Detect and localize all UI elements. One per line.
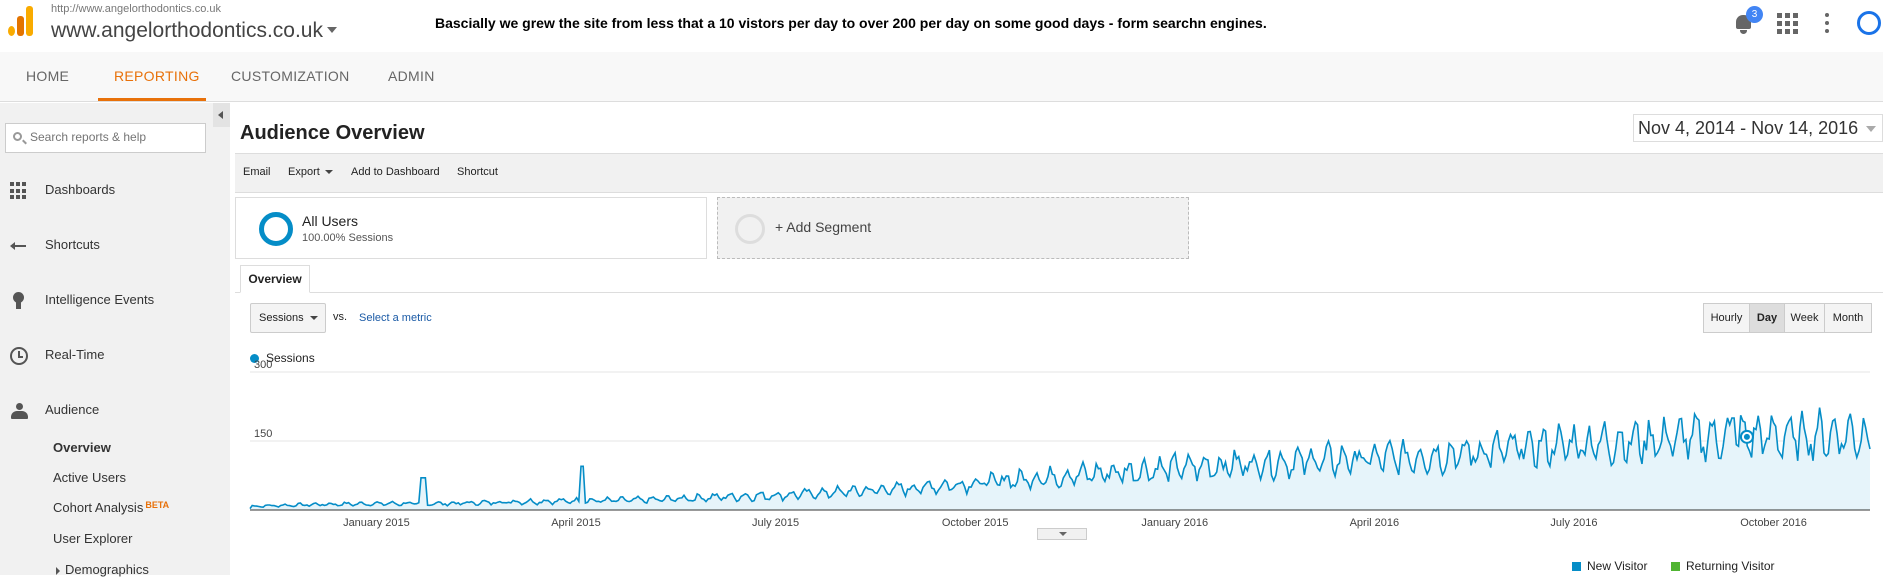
- page-title: Audience Overview: [240, 122, 425, 144]
- legend-returning-visitor: Returning Visitor: [1671, 559, 1775, 573]
- x-tick-label: July 2016: [1550, 517, 1597, 529]
- sessions-area: [250, 407, 1870, 510]
- intelligence-bulb-icon: [10, 292, 28, 310]
- search-icon: [13, 132, 22, 141]
- notification-badge: 3: [1746, 6, 1763, 23]
- segment-ring-icon: [259, 212, 293, 246]
- email-button[interactable]: Email: [243, 166, 271, 178]
- date-range-label: Nov 4, 2014 - Nov 14, 2016: [1638, 118, 1859, 138]
- legend-new-visitor: New Visitor: [1572, 559, 1647, 573]
- beta-badge: BETA: [145, 500, 170, 510]
- chevron-down-icon: [324, 170, 333, 175]
- legend-label: New Visitor: [1587, 559, 1648, 573]
- sidebar-item-intelligence-events[interactable]: Intelligence Events: [0, 280, 213, 320]
- select-metric-link[interactable]: Select a metric: [359, 312, 432, 324]
- sidebar-sub-active-users[interactable]: Active Users: [53, 470, 126, 485]
- top-header: http://www.angelorthodontics.co.uk www.a…: [0, 0, 1883, 48]
- tab-divider: [235, 292, 1883, 293]
- analytics-logo-icon[interactable]: [8, 6, 34, 36]
- sidebar-sub-user-explorer[interactable]: User Explorer: [53, 531, 133, 546]
- x-tick-label: April 2015: [551, 517, 601, 529]
- chevron-down-icon: [310, 316, 318, 320]
- date-range-picker[interactable]: Nov 4, 2014 - Nov 14, 2016: [1633, 114, 1883, 142]
- new-visitor-swatch: [1572, 562, 1581, 572]
- sidebar-sub-label: Demographics: [65, 562, 149, 577]
- search-input[interactable]: [30, 130, 200, 144]
- add-segment-button[interactable]: + Add Segment: [717, 197, 1189, 259]
- legend-label: Returning Visitor: [1686, 559, 1775, 573]
- y-tick-label: 150: [254, 428, 272, 440]
- clock-icon: [10, 347, 28, 365]
- segment-placeholder-icon: [735, 214, 765, 244]
- search-box[interactable]: [5, 123, 206, 153]
- highlight-point-core: [1743, 433, 1750, 440]
- returning-visitor-swatch: [1671, 562, 1680, 572]
- x-tick-label: July 2015: [752, 517, 799, 529]
- add-segment-label: + Add Segment: [775, 219, 872, 235]
- sidebar-item-real-time[interactable]: Real-Time: [0, 335, 213, 375]
- bell-icon[interactable]: 3: [1730, 6, 1763, 36]
- x-tick-label: January 2015: [343, 517, 410, 529]
- sidebar-item-label: Real-Time: [45, 347, 105, 362]
- granularity-week[interactable]: Week: [1784, 303, 1825, 333]
- chart-legend-label: Sessions: [266, 351, 315, 365]
- segment-all-users[interactable]: All Users 100.00% Sessions: [235, 197, 707, 259]
- sidebar-item-audience[interactable]: Audience: [0, 390, 213, 430]
- account-icon[interactable]: [1857, 11, 1881, 35]
- segment-sub: 100.00% Sessions: [302, 232, 394, 244]
- sidebar-item-label: Intelligence Events: [45, 292, 155, 307]
- sidebar-item-shortcuts[interactable]: Shortcuts: [0, 225, 213, 265]
- more-vert-icon[interactable]: [1814, 10, 1840, 36]
- shortcuts-icon: [10, 237, 28, 255]
- sidebar-item-label: Dashboards: [45, 182, 116, 197]
- vs-label: vs.: [333, 311, 348, 323]
- report-toolbar: Email Export Add to Dashboard Shortcut: [235, 153, 1883, 193]
- tab-overview[interactable]: Overview: [240, 265, 310, 293]
- x-tick-label: October 2016: [1740, 517, 1807, 529]
- chevron-down-icon[interactable]: [327, 27, 337, 33]
- granularity-month[interactable]: Month: [1824, 303, 1872, 333]
- apps-grid-icon[interactable]: [1774, 10, 1800, 36]
- sidebar-item-label: Shortcuts: [45, 237, 100, 252]
- granularity-hourly[interactable]: Hourly: [1703, 303, 1750, 333]
- collapse-sidebar-button[interactable]: [213, 103, 230, 127]
- sidebar-item-label: Audience: [45, 402, 100, 417]
- export-label: Export: [288, 166, 320, 178]
- property-selector[interactable]: www.angelorthodontics.co.uk: [51, 19, 323, 42]
- sidebar-sub-cohort-analysis[interactable]: Cohort Analysis BETA: [53, 500, 169, 515]
- main-nav: HOME REPORTING CUSTOMIZATION ADMIN: [0, 52, 1883, 102]
- add-to-dashboard-button[interactable]: Add to Dashboard: [351, 166, 440, 178]
- segment-name: All Users: [302, 213, 359, 229]
- sidebar-item-dashboards[interactable]: Dashboards: [0, 170, 213, 210]
- audience-people-icon: [10, 402, 28, 420]
- tab-home[interactable]: HOME: [26, 68, 70, 84]
- sessions-line: [249, 407, 1871, 510]
- dashboards-icon: [10, 182, 28, 200]
- y-tick-label: 300: [254, 359, 272, 371]
- x-tick-label: April 2016: [1350, 517, 1400, 529]
- granularity-day[interactable]: Day: [1749, 303, 1785, 333]
- sidebar: [0, 103, 230, 575]
- x-tick-label: January 2016: [1141, 517, 1208, 529]
- x-tick-label: October 2015: [942, 517, 1009, 529]
- chevron-down-icon: [1866, 126, 1876, 132]
- metric-select[interactable]: Sessions: [250, 303, 326, 333]
- metric-select-label: Sessions: [259, 312, 304, 324]
- expand-arrow-icon: [56, 566, 60, 575]
- sidebar-sub-overview[interactable]: Overview: [53, 440, 111, 455]
- tab-reporting[interactable]: REPORTING: [98, 52, 206, 101]
- annotation-text: Bascially we grew the site from less tha…: [435, 15, 1267, 31]
- sessions-legend-swatch: [250, 354, 259, 363]
- site-url: http://www.angelorthodontics.co.uk: [51, 3, 221, 15]
- export-button[interactable]: Export: [288, 166, 333, 178]
- sidebar-sub-demographics[interactable]: Demographics: [56, 562, 149, 577]
- chart-collapse-toggle[interactable]: [1037, 528, 1087, 540]
- tab-customization[interactable]: CUSTOMIZATION: [231, 68, 350, 84]
- tab-admin[interactable]: ADMIN: [388, 68, 435, 84]
- shortcut-button[interactable]: Shortcut: [457, 166, 498, 178]
- sidebar-sub-label: Cohort Analysis: [53, 500, 144, 515]
